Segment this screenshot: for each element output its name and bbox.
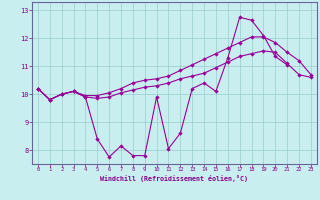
X-axis label: Windchill (Refroidissement éolien,°C): Windchill (Refroidissement éolien,°C) <box>100 175 248 182</box>
